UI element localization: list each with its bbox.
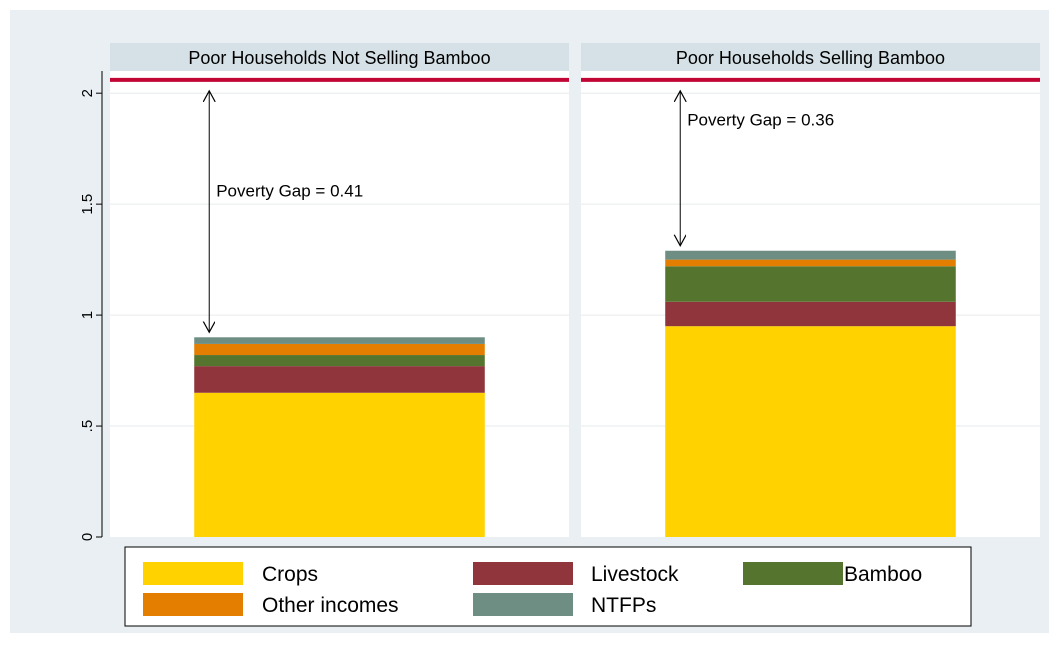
bar-ntfps-1 [665, 250, 956, 260]
bar-crops-0 [194, 392, 485, 537]
bar-ntfps-0 [194, 337, 485, 344]
legend-label-other-incomes: Other incomes [262, 594, 399, 617]
bar-bamboo-1 [665, 266, 956, 302]
legend-swatch-other-incomes [143, 593, 243, 616]
figure: 0 .5 1 1.5 2 Poor Households Not Selling Bamb… [10, 10, 1049, 633]
bar-livestock-0 [194, 366, 485, 393]
y-tick-label-4: 2 [79, 89, 96, 97]
chart-svg: 0 .5 1 1.5 2 Poor Households Not Selling Bamb… [79, 43, 1040, 627]
legend-label-bamboo: Bamboo [844, 563, 922, 586]
bar-livestock-1 [665, 301, 956, 327]
y-tick-label-1: .5 [79, 420, 96, 433]
legend-swatch-livestock [473, 562, 573, 585]
poverty-gap-label-1: Poverty Gap = 0.36 [687, 110, 834, 129]
y-tick-label-2: 1 [79, 311, 96, 319]
bar-other-incomes-0 [194, 343, 485, 356]
legend-label-ntfps: NTFPs [591, 594, 656, 617]
legend-label-crops: Crops [262, 563, 318, 586]
bar-other-incomes-1 [665, 259, 956, 267]
bar-bamboo-0 [194, 355, 485, 367]
poverty-gap-label-0: Poverty Gap = 0.41 [216, 182, 363, 201]
panel-header-0 [110, 43, 569, 71]
legend-swatch-ntfps [473, 593, 573, 616]
bar-crops-1 [665, 326, 956, 537]
legend-swatch-bamboo [743, 562, 843, 585]
panel-title-1: Poor Households Selling Bamboo [676, 48, 945, 68]
y-tick-label-0: 0 [79, 533, 96, 541]
y-tick-label-3: 1.5 [79, 194, 96, 215]
legend-label-livestock: Livestock [591, 563, 679, 586]
panel-title-0: Poor Households Not Selling Bamboo [188, 48, 490, 68]
legend-swatch-crops [143, 562, 243, 585]
panel-header-1 [581, 43, 1040, 71]
